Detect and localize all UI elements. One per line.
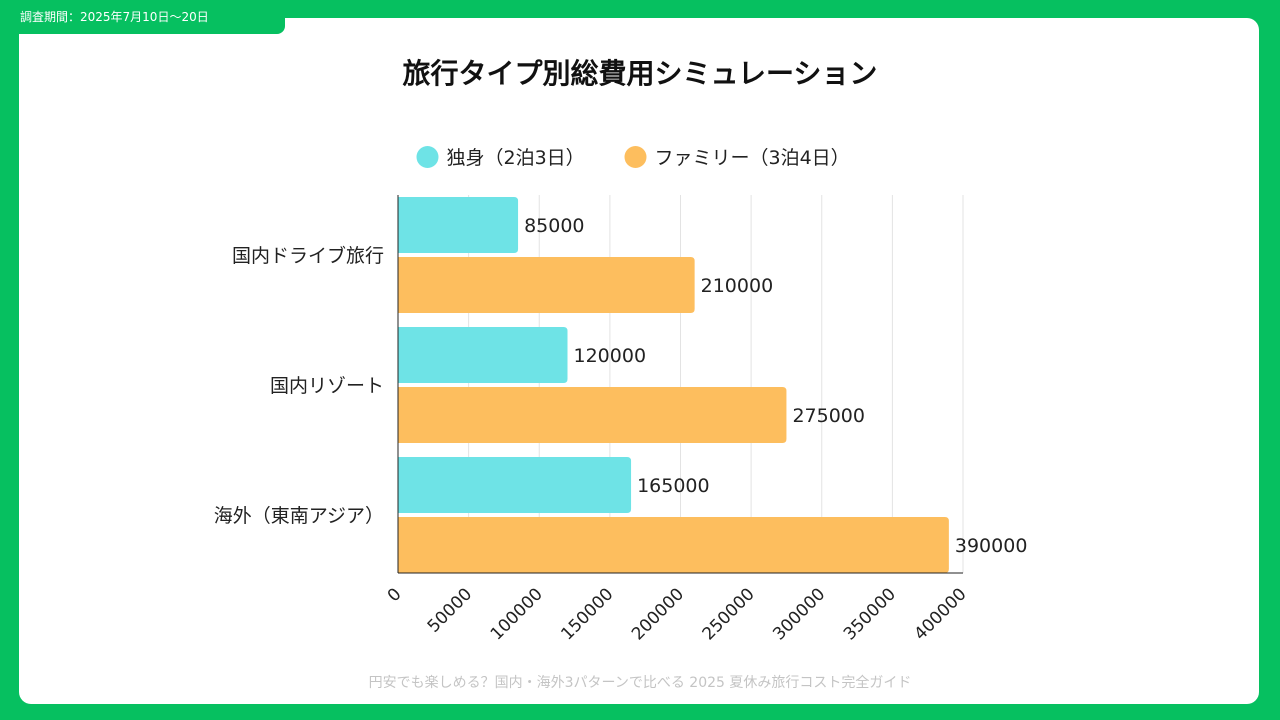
category-label: 国内リゾート <box>270 375 384 397</box>
bar-value-label: 390000 <box>955 535 1028 557</box>
x-tick-label: 150000 <box>557 584 617 644</box>
x-tick-label: 200000 <box>628 584 688 644</box>
grid-lines <box>468 195 964 573</box>
labels: 0 50000 100000 150000 200000 250000 300000 3500… <box>214 215 1028 644</box>
x-tick-label: 300000 <box>769 584 829 644</box>
legend-label: ファミリー（3泊4日） <box>655 147 850 169</box>
survey-period-tab: 調査期間：2025年7月10日〜20日 <box>0 0 285 34</box>
category-label: 海外（東南アジア） <box>214 505 384 527</box>
bar-family <box>398 517 949 573</box>
bar-family <box>398 387 787 443</box>
bar-family <box>398 257 695 313</box>
x-tick-label: 100000 <box>487 584 547 644</box>
chart-panel <box>19 18 1259 704</box>
legend-marker <box>416 146 439 168</box>
x-tick-label: 250000 <box>699 584 759 644</box>
bar-value-label: 275000 <box>792 405 865 427</box>
legend-marker <box>624 146 647 168</box>
bars <box>398 197 949 573</box>
bar-single <box>398 197 519 253</box>
footer-caption: 円安でも楽しめる？国内・海外3パターンで比べる 2025 夏休み旅行コスト完全ガ… <box>368 675 912 691</box>
bar-single <box>398 327 568 383</box>
category-label: 国内ドライブ旅行 <box>232 244 384 267</box>
bar-single <box>398 457 632 513</box>
x-tick-label: 50000 <box>424 584 476 636</box>
bar-value-label: 210000 <box>701 275 774 297</box>
legend: 独身（2泊3日） ファミリー（3泊4日） <box>416 146 850 169</box>
chart-title: 旅行タイプ別総費用シミュレーション <box>402 57 878 90</box>
x-tick-label: 350000 <box>840 584 900 644</box>
bar-value-label: 85000 <box>524 215 584 237</box>
bar-value-label: 120000 <box>574 345 647 367</box>
x-tick-label: 400000 <box>910 584 970 644</box>
bar-value-label: 165000 <box>637 475 710 497</box>
x-tick-label: 0 <box>384 584 406 606</box>
legend-label: 独身（2泊3日） <box>447 147 585 169</box>
axes <box>397 195 963 574</box>
